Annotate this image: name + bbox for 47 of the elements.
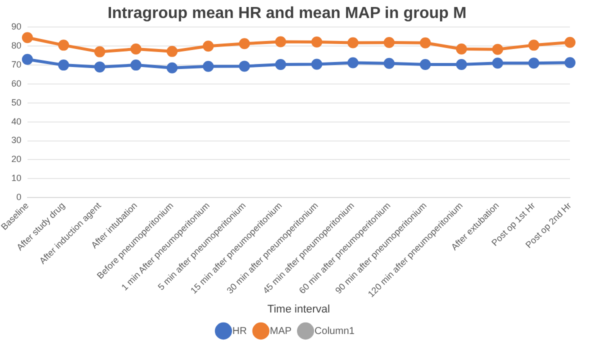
point (311, 36, 322, 48)
point (94, 61, 106, 72)
point (202, 40, 214, 52)
point (456, 58, 467, 70)
point (58, 60, 70, 71)
y-tick-label: 10 (11, 173, 22, 184)
y-tick-label: 70 (11, 60, 22, 70)
point (347, 57, 358, 68)
point (275, 36, 286, 48)
point (420, 58, 431, 70)
y-tick-label: 30 (11, 135, 22, 146)
legend-label: Column1 (314, 326, 356, 337)
point (130, 60, 142, 71)
point (22, 32, 33, 44)
point (202, 60, 214, 72)
y-tick-label: 0 (16, 192, 22, 202)
point (564, 57, 576, 68)
y-tick-label: 20 (11, 154, 22, 164)
point (492, 58, 504, 69)
y-tick-label: 60 (11, 78, 22, 88)
point (456, 43, 467, 54)
point (22, 54, 33, 65)
point (275, 58, 286, 70)
y-tick-label: 80 (11, 40, 22, 51)
point (130, 43, 142, 54)
point (238, 60, 250, 72)
point (528, 40, 540, 51)
point (311, 58, 322, 70)
point (420, 37, 431, 48)
y-tick-label: 50 (11, 97, 22, 108)
y-tick-label: 40 (11, 116, 22, 126)
point (384, 58, 395, 69)
x-axis-title: Time interval (267, 303, 330, 316)
legend-label: MAP (270, 326, 292, 337)
point (166, 62, 178, 74)
point (564, 36, 576, 48)
legend-label: HR (232, 326, 247, 337)
point (528, 58, 540, 69)
point (347, 37, 358, 48)
point (166, 46, 178, 57)
point (492, 44, 504, 55)
point (238, 38, 250, 50)
point (58, 40, 70, 51)
point (384, 37, 395, 48)
point (94, 46, 106, 58)
chart-title: Intragroup mean HR and mean MAP in group M (108, 5, 466, 22)
y-tick-label: 90 (11, 22, 22, 32)
